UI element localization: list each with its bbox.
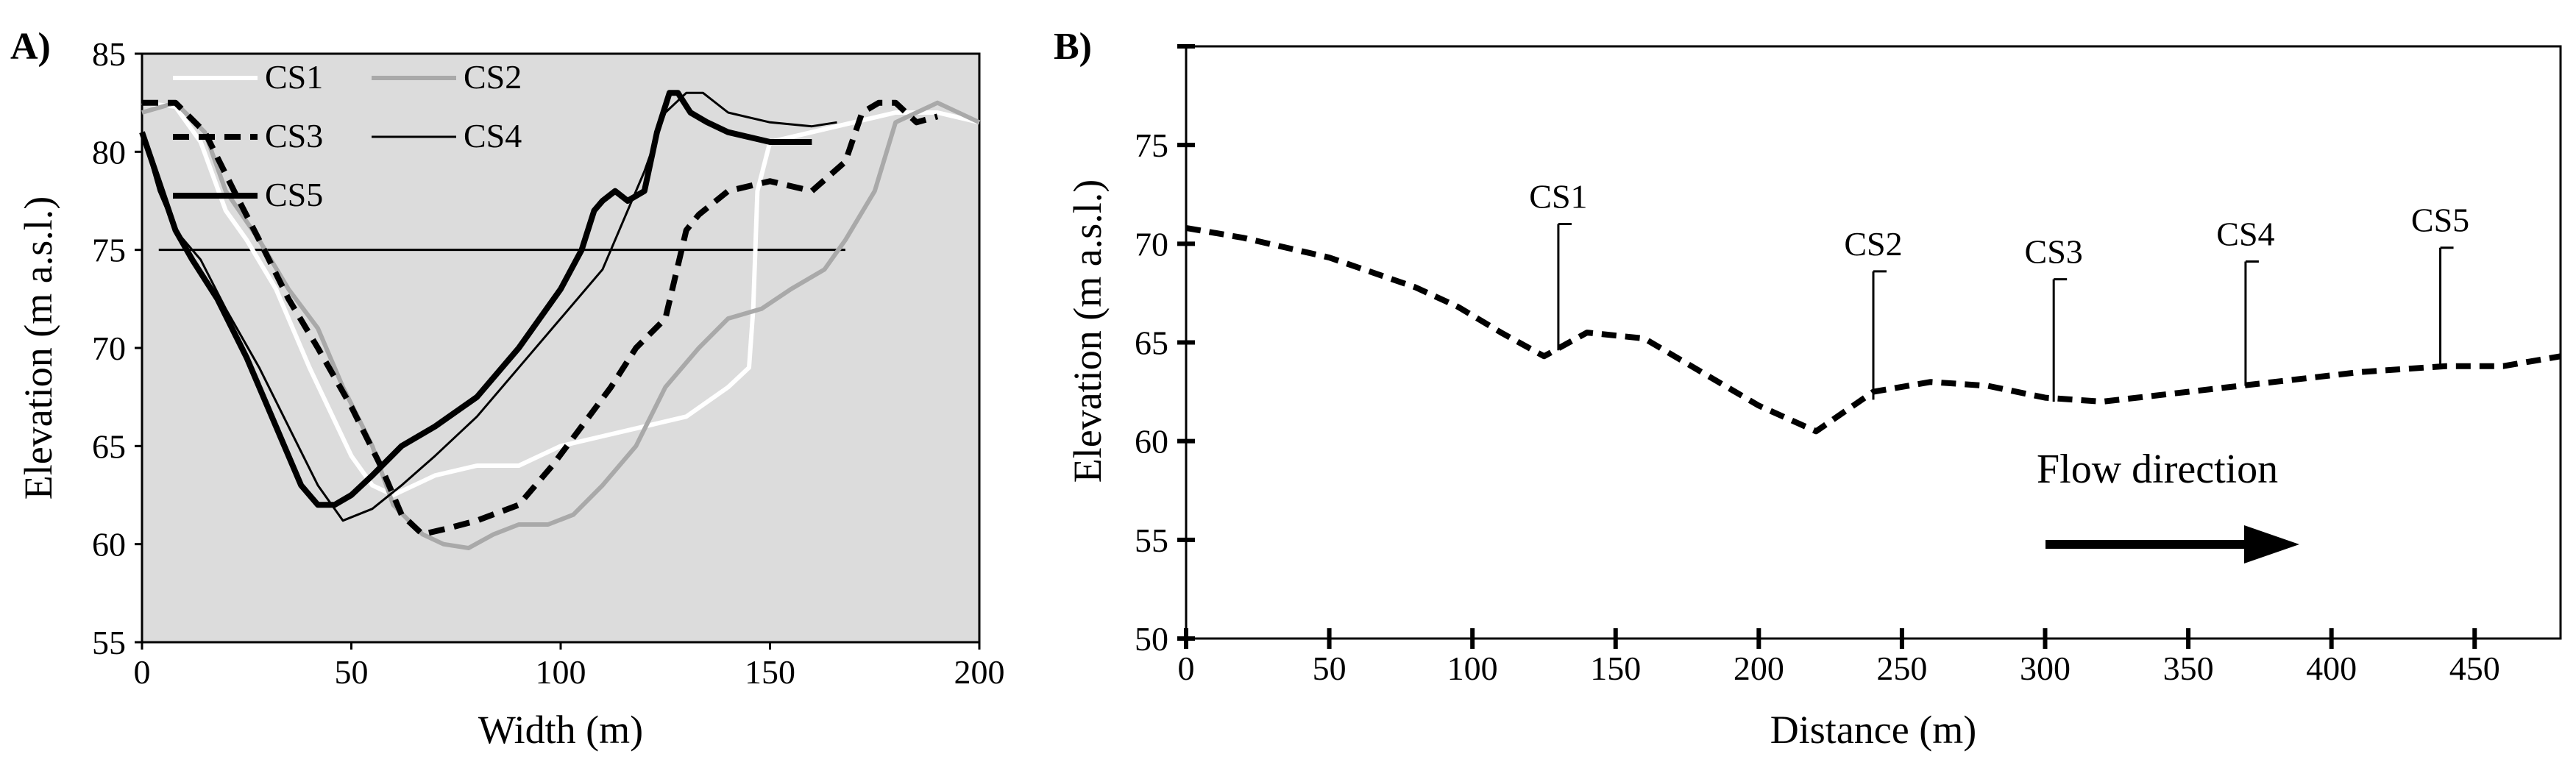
flow-direction-label: Flow direction — [2037, 447, 2278, 492]
cross-section-label-cs4: CS4 — [2216, 215, 2274, 252]
y-tick-label: 70 — [92, 330, 126, 367]
cross-section-label-cs2: CS2 — [1844, 225, 1902, 263]
series-line-cs1 — [141, 100, 980, 497]
x-tick-label: 300 — [2020, 650, 2071, 687]
series-line-cs5 — [139, 90, 812, 508]
panel-b-y-axis-title: Elevation (m a.s.l.) — [1065, 179, 1110, 483]
series-line-cs4 — [141, 91, 837, 522]
y-tick-label: 75 — [1135, 127, 1168, 164]
y-tick-label: 55 — [1135, 522, 1168, 559]
y-tick-label: 85 — [92, 35, 126, 73]
x-tick-label: 50 — [1313, 650, 1346, 687]
panel-b-label: B) — [1054, 26, 1092, 68]
y-tick-label: 60 — [1135, 423, 1168, 461]
series-line-cs3 — [142, 99, 939, 538]
panel-a-series-group — [139, 90, 981, 550]
legend-label-cs1: CS1 — [265, 58, 323, 96]
y-tick-label: 70 — [1135, 225, 1168, 263]
x-tick-label: 400 — [2306, 650, 2357, 687]
x-tick-label: 250 — [1876, 650, 1927, 687]
legend-label-cs5: CS5 — [265, 176, 323, 213]
x-tick-label: 100 — [536, 653, 586, 691]
x-tick-label: 150 — [1590, 650, 1641, 687]
x-tick-label: 200 — [954, 653, 1005, 691]
panel-a-label: A) — [10, 26, 51, 68]
panel-b: B) 0 50 100 150 200 250 300 350 400 450 50 55 60 65 70… — [1054, 26, 2562, 752]
x-tick-label: 0 — [134, 653, 151, 691]
panel-b-series-group — [1185, 224, 2561, 435]
x-tick-label: 100 — [1447, 650, 1498, 687]
legend-label-cs4: CS4 — [464, 117, 522, 154]
y-tick-label: 75 — [92, 232, 126, 269]
y-tick-label: 65 — [1135, 324, 1168, 362]
longitudinal-profile-line — [1185, 224, 2561, 435]
y-tick-label: 50 — [1135, 620, 1168, 658]
panel-b-x-axis-title: Distance (m) — [1770, 708, 1976, 752]
cross-section-label-cs1: CS1 — [1529, 178, 1587, 216]
y-tick-label: 65 — [92, 427, 126, 465]
y-tick-label: 60 — [92, 526, 126, 563]
x-tick-label: 450 — [2449, 650, 2500, 687]
x-tick-label: 50 — [335, 653, 369, 691]
series-line-cs2 — [141, 100, 981, 550]
legend-label-cs2: CS2 — [464, 58, 522, 96]
y-tick-label: 55 — [92, 624, 126, 661]
y-tick-label: 80 — [92, 133, 126, 171]
panel-b-axes: 0 50 100 150 200 250 300 350 400 450 50 55 60 65 70 75 — [1135, 44, 2500, 687]
panel-b-cross-section-markers: CS1 CS2 CS3 CS4 CS5 — [1529, 178, 2469, 402]
flow-direction-arrow — [2045, 525, 2299, 563]
x-tick-label: 0 — [1178, 650, 1195, 687]
cross-section-label-cs3: CS3 — [2025, 233, 2083, 271]
panel-a-x-axis-title: Width (m) — [478, 708, 643, 752]
x-tick-label: 350 — [2163, 650, 2214, 687]
x-tick-label: 200 — [1734, 650, 1784, 687]
x-tick-label: 150 — [745, 653, 795, 691]
legend-label-cs3: CS3 — [265, 117, 323, 154]
panel-a-axes: 0 50 100 150 200 55 60 65 70 75 80 85 — [92, 35, 1005, 691]
panel-a-legend: CS1 CS2 CS3 CS4 CS5 — [173, 58, 522, 213]
cross-section-label-cs5: CS5 — [2411, 202, 2469, 239]
panel-a-y-axis-title: Elevation (m a.s.l.) — [16, 196, 60, 499]
panel-a-plot-area — [141, 52, 981, 644]
